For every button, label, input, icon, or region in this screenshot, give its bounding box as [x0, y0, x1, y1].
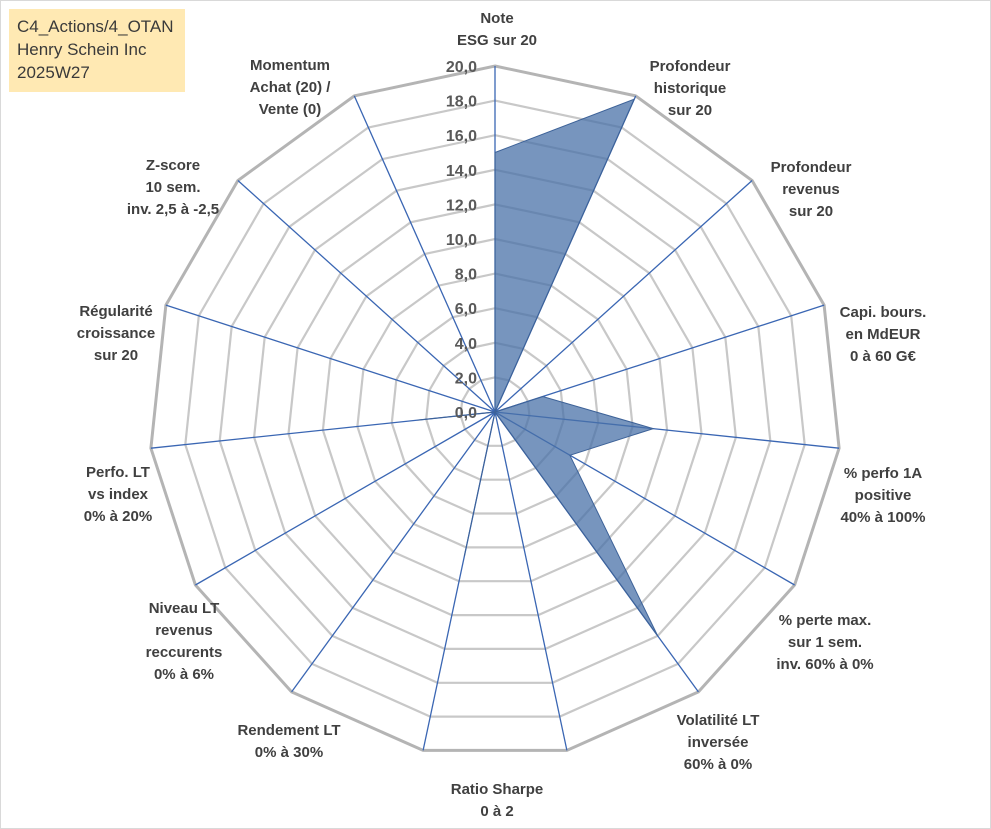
axis-label: Profondeur historique sur 20 [650, 58, 731, 119]
axis-label: % perte max. sur 1 sem. inv. 60% à 0% [776, 612, 873, 673]
tick-label: 0,0 [455, 405, 477, 422]
axis-label: Rendement LT 0% à 30% [237, 722, 340, 761]
axis-label: Z-score 10 sem. inv. 2,5 à -2,5 [127, 157, 219, 218]
tick-label: 8,0 [455, 267, 477, 284]
info-company: Henry Schein Inc [17, 40, 147, 59]
axis-label: Note ESG sur 20 [457, 10, 537, 49]
axis-label: % perfo 1A positive 40% à 100% [840, 465, 925, 526]
tick-label: 18,0 [446, 94, 477, 111]
grid-ring [321, 237, 669, 583]
grid-ring [459, 376, 531, 447]
grid-ring [390, 307, 600, 515]
axis-spoke [494, 411, 568, 751]
axis-label: Régularité croissance sur 20 [77, 303, 155, 364]
grid-ring [252, 168, 738, 651]
series-layer [417, 98, 659, 637]
axis-label: Capi. bours. en MdEUR 0 à 60 G€ [840, 304, 927, 365]
axis-label: Volatilité LT inversée 60% à 0% [677, 712, 760, 773]
tick-label: 20,0 [446, 59, 477, 76]
axis-label: Profondeur revenus sur 20 [771, 159, 852, 220]
grid-ring [218, 134, 772, 684]
series-area [417, 98, 659, 637]
axis-label: Niveau LT revenus reccurents 0% à 6% [146, 600, 223, 683]
axis-spoke [353, 95, 496, 413]
axis-spoke [494, 180, 753, 413]
axis-label: Perfo. LT vs index 0% à 20% [84, 464, 152, 525]
tick-label: 14,0 [446, 163, 477, 180]
tick-label: 12,0 [446, 197, 477, 214]
tick-layer: 0,0 2,0 4,0 6,0 8,0 10,0 12,0 14,0 16,0 18,0 20,0 [446, 59, 477, 422]
axis-spoke [195, 411, 496, 586]
grid-ring [425, 341, 565, 481]
tick-label: 2,0 [455, 370, 477, 387]
tick-label: 16,0 [446, 128, 477, 145]
grid-layer [149, 64, 841, 752]
axis-spoke [237, 180, 496, 413]
tick-label: 4,0 [455, 336, 477, 353]
axis-label: Ratio Sharpe 0 à 2 [451, 781, 544, 820]
grid-ring [149, 64, 841, 752]
axis-spoke [165, 304, 496, 413]
info-category: C4_Actions/4_OTAN [17, 17, 174, 36]
grid-ring [356, 272, 634, 549]
info-box: C4_Actions/4_OTAN Henry Schein Inc 2025W… [9, 9, 185, 92]
info-week: 2025W27 [17, 63, 90, 82]
grid-ring [184, 99, 806, 718]
axis-label: Momentum Achat (20) / Vente (0) [250, 57, 332, 118]
label-layer: Note ESG sur 20 Profondeur historique sur 20… [77, 10, 927, 820]
tick-label: 10,0 [446, 232, 477, 249]
tick-label: 6,0 [455, 301, 477, 318]
axis-spoke [291, 411, 496, 693]
axis-spoke [494, 304, 825, 413]
grid-ring [287, 203, 703, 617]
